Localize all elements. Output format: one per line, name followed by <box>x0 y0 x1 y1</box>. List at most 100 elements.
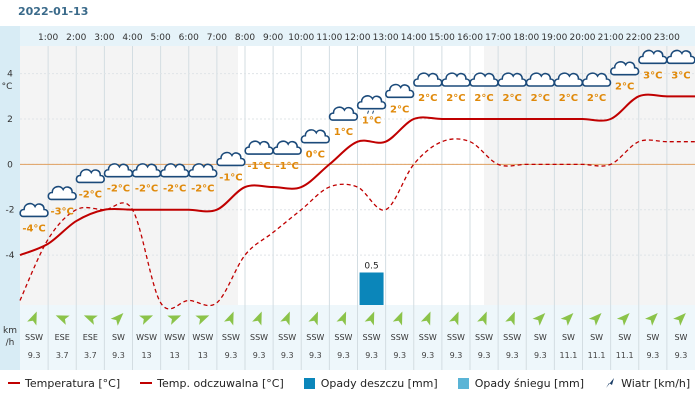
legend-wind[interactable]: Wiatr [km/h] <box>604 377 690 390</box>
wind-arrow-icon <box>532 313 546 326</box>
wind-arrow-icon <box>336 311 347 326</box>
temp-tick-label: 0 <box>7 160 13 170</box>
wind-direction-label: SSW <box>503 333 521 342</box>
cloud-shape <box>356 95 387 110</box>
wind-arrow-shape <box>364 311 375 326</box>
wind-direction-label: SW <box>112 333 125 342</box>
hour-tick-label: 13:00 <box>373 33 399 43</box>
legend-feels-like[interactable]: Temp. odczuwalna [°C] <box>140 377 284 390</box>
cloud-icon <box>553 72 584 87</box>
temp-tick-label: 2 <box>7 115 13 125</box>
wind-speed-label: 11.1 <box>560 351 578 360</box>
cloud-icon <box>385 83 415 99</box>
wind-direction-label: SSW <box>278 333 296 342</box>
wind-arrow-shape <box>560 313 574 326</box>
wind-arrow-shape <box>167 315 182 325</box>
hour-tick-label: 1:00 <box>38 33 58 43</box>
legend-rain-swatch <box>303 377 315 389</box>
wind-arrow-icon <box>616 313 630 326</box>
cloud-shape <box>328 106 359 121</box>
cloud-shape <box>610 61 640 76</box>
wind-direction-label: SW <box>618 333 631 342</box>
wind-arrow-icon <box>645 313 658 326</box>
cloud-icon <box>216 151 246 167</box>
day-area <box>237 46 485 305</box>
wind-arrow-icon <box>224 311 234 326</box>
weather-icons <box>19 49 695 218</box>
wind-arrow-icon <box>364 311 375 326</box>
cloud-shape <box>188 163 218 178</box>
wind-speed-label: 9.3 <box>450 351 463 360</box>
wind-arrow-icon <box>449 311 459 326</box>
wind-arrow-icon <box>560 313 574 326</box>
wind-arrow-shape <box>588 313 602 326</box>
wind-row: SSW 9.3 ESE 3.7 ESE 3.7 SW 9.3 WSW 13 WSW 13 WSW 13 SS… <box>25 311 688 360</box>
cloud-shape <box>525 72 555 87</box>
temperature-line <box>19 93 695 257</box>
temperature-label: 2°C <box>615 82 634 93</box>
cloud-shape <box>581 72 612 87</box>
temperature-label: 1°C <box>334 127 353 138</box>
wind-speed-label: 9.3 <box>421 351 434 360</box>
legend-temperature-swatch <box>8 382 20 384</box>
wind-speed-label: 9.3 <box>646 351 659 360</box>
cloud-icon <box>131 163 162 178</box>
cloud-icon <box>272 140 302 155</box>
temperature-label: -3°C <box>50 206 73 217</box>
weather-chart: 0.5 -4°C-3°C-2°C-2°C -2°C -2°C -2°C-1°C-1°C… <box>0 26 695 370</box>
wind-arrow-shape <box>449 311 459 326</box>
temperature-labels: -4°C -3°C -2°C -2°C -2°C -2°C -2°C -1°C -1°C -1°C… <box>22 70 690 234</box>
wind-arrow-icon <box>420 311 431 326</box>
legend-temperature[interactable]: Temperatura [°C] <box>8 377 120 390</box>
wind-arrow-shape <box>139 315 154 325</box>
wind-arrow-shape <box>392 311 403 326</box>
chart-axes: 1:00 2:00 3:00 4:00 5:00 6:00 7:00 8:00 9:00 10:0… <box>2 33 681 348</box>
wind-arrow-shape <box>27 311 37 326</box>
wind-speed-label: 9.3 <box>393 351 406 360</box>
cloud-shape <box>160 163 190 178</box>
legend-snow-swatch <box>457 377 469 389</box>
wind-arrow-shape <box>195 315 210 325</box>
night-shade-evening <box>484 46 695 305</box>
wind-unit-label-2: /h <box>6 338 15 348</box>
wind-direction-label: ESE <box>55 333 70 342</box>
temperature-label: -2°C <box>191 184 214 195</box>
wind-direction-label: SSW <box>306 333 324 342</box>
temperature-label: -2°C <box>163 184 186 195</box>
wind-arrow-shape <box>110 313 124 326</box>
wind-direction-label: ESE <box>83 333 98 342</box>
wind-direction-label: SSW <box>391 333 409 342</box>
temperature-label: 2°C <box>418 93 437 104</box>
wind-speed-label: 9.3 <box>365 351 378 360</box>
cloud-icon <box>497 72 527 87</box>
cloud-shape <box>300 129 330 144</box>
hour-tick-label: 14:00 <box>401 33 427 43</box>
wind-speed-label: 9.3 <box>28 351 41 360</box>
legend-snow[interactable]: Opady śniegu [mm] <box>457 377 584 390</box>
temperature-label: 2°C <box>531 93 550 104</box>
wind-direction-label: WSW <box>192 333 213 342</box>
legend-rain-label: Opady deszczu [mm] <box>320 376 438 390</box>
legend-rain[interactable]: Opady deszczu [mm] <box>303 376 438 390</box>
rain-bar-label: 0.5 <box>364 262 378 272</box>
hour-tick-label: 21:00 <box>598 33 624 43</box>
wind-direction-label: SSW <box>475 333 493 342</box>
wind-arrow-icon <box>195 315 210 325</box>
cloud-shape <box>413 72 443 87</box>
wind-speed-label: 9.3 <box>478 351 491 360</box>
cloud-icon <box>160 163 190 178</box>
wind-arrow-icon <box>673 313 686 326</box>
hour-tick-label: 7:00 <box>207 33 227 43</box>
chart-date-title: 2022-01-13 <box>18 5 89 18</box>
wind-arrow-icon <box>55 315 70 325</box>
hour-tick-label: 22:00 <box>626 33 652 43</box>
temperature-label: 2°C <box>474 93 493 104</box>
cloud-shape <box>441 72 471 87</box>
cloud-icon <box>188 163 218 178</box>
hour-tick-label: 23:00 <box>654 33 680 43</box>
rain-bar <box>359 272 384 305</box>
hour-tick-label: 9:00 <box>263 33 283 43</box>
temperature-label: 1°C <box>362 116 381 127</box>
hour-tick-label: 15:00 <box>429 33 455 43</box>
temperature-label: -4°C <box>22 223 45 234</box>
